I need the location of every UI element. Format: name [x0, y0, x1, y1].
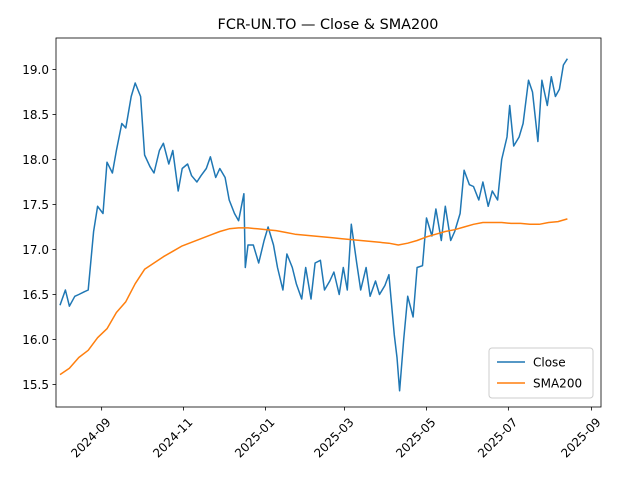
series-lines: [59, 58, 569, 392]
series-line-close: [59, 58, 569, 392]
y-tick-label: 19.0: [22, 63, 49, 77]
chart-title: FCR-UN.TO — Close & SMA200: [218, 17, 439, 33]
y-tick-label: 15.5: [22, 378, 49, 392]
y-tick-label: 17.5: [22, 198, 49, 212]
y-axis: 15.5 16.0 16.5 17.0 17.5 18.0 18.5 19.0: [22, 63, 56, 392]
y-tick-label: 16.5: [22, 288, 49, 302]
y-tick-label: 18.0: [22, 153, 49, 167]
series-line-sma200: [59, 218, 568, 376]
plot-area: [56, 38, 601, 407]
y-tick-label: 18.5: [22, 108, 49, 122]
y-tick-label: 16.0: [22, 333, 49, 347]
plot-frame: [55, 37, 602, 408]
y-tick-label: 17.0: [22, 243, 49, 257]
legend-box: [488, 347, 594, 399]
legend: Close SMA200: [488, 347, 594, 399]
legend-label-sma200: SMA200: [533, 377, 582, 391]
legend-label-close: Close: [533, 356, 566, 370]
